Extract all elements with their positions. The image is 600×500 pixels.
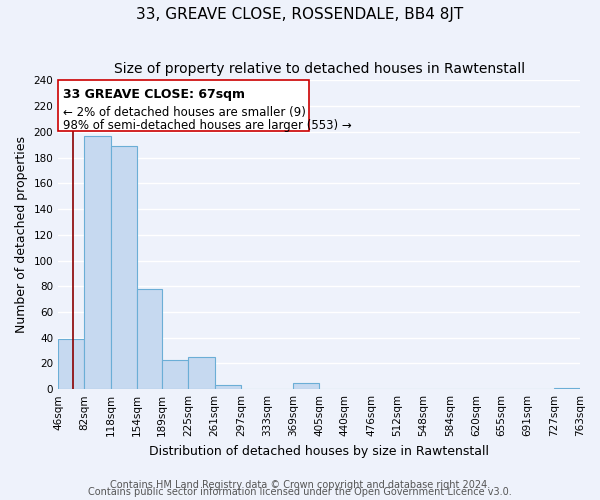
Text: 33 GREAVE CLOSE: 67sqm: 33 GREAVE CLOSE: 67sqm	[64, 88, 245, 101]
Bar	[215, 386, 241, 389]
Bar	[293, 382, 319, 389]
Text: 33, GREAVE CLOSE, ROSSENDALE, BB4 8JT: 33, GREAVE CLOSE, ROSSENDALE, BB4 8JT	[136, 8, 464, 22]
Bar	[554, 388, 580, 389]
Bar	[85, 136, 110, 389]
Text: 98% of semi-detached houses are larger (553) →: 98% of semi-detached houses are larger (…	[64, 118, 352, 132]
FancyBboxPatch shape	[58, 80, 308, 132]
Bar	[162, 360, 188, 389]
Text: ← 2% of detached houses are smaller (9): ← 2% of detached houses are smaller (9)	[64, 106, 306, 120]
Bar	[137, 289, 162, 389]
Bar	[110, 146, 137, 389]
Text: Contains public sector information licensed under the Open Government Licence v3: Contains public sector information licen…	[88, 487, 512, 497]
Title: Size of property relative to detached houses in Rawtenstall: Size of property relative to detached ho…	[113, 62, 524, 76]
Text: Contains HM Land Registry data © Crown copyright and database right 2024.: Contains HM Land Registry data © Crown c…	[110, 480, 490, 490]
Bar	[188, 357, 215, 389]
Y-axis label: Number of detached properties: Number of detached properties	[15, 136, 28, 334]
X-axis label: Distribution of detached houses by size in Rawtenstall: Distribution of detached houses by size …	[149, 444, 489, 458]
Bar	[58, 339, 85, 389]
